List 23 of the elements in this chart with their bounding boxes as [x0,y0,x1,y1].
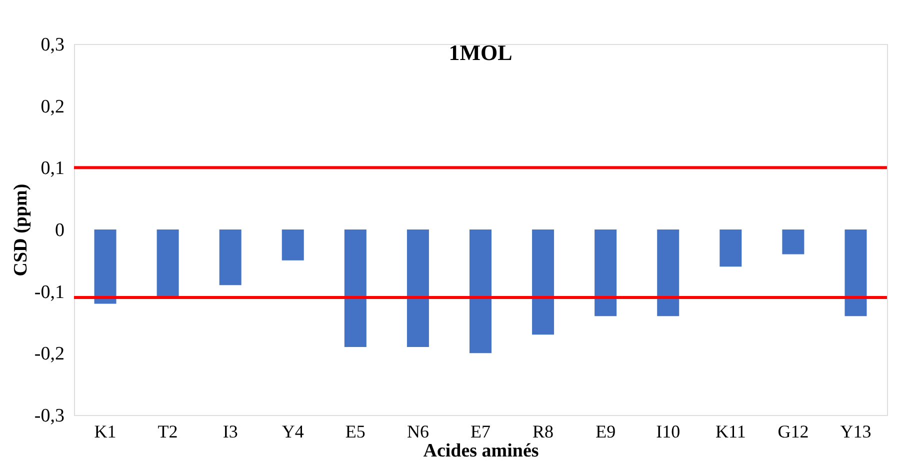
x-tick-label: K1 [94,422,116,442]
x-tick-label: I3 [222,422,238,442]
y-tick-label: 0,3 [40,34,64,56]
chart-title: 1MOL [448,40,512,65]
y-axis-title: CSD (ppm) [10,184,32,276]
y-tick-label: 0 [55,220,64,241]
x-axis-title: Acides aminés [423,440,539,462]
x-tick-label: Y13 [840,422,872,442]
y-tick-label: 0,1 [40,158,64,180]
x-tick-label: Y4 [282,422,304,442]
x-tick-label: E5 [345,422,366,442]
x-tick-label: N6 [406,422,429,442]
y-tick-label: -0,3 [34,406,64,426]
x-tick-label: K11 [715,422,746,442]
x-tick-label: T2 [158,422,178,442]
x-tick-label: E9 [596,422,616,442]
x-tick-label: E7 [470,422,490,442]
y-tick-label: 0,2 [40,96,64,118]
y-tick-label: -0,2 [34,344,64,365]
y-tick-label: -0,1 [34,282,64,303]
x-tick-label: R8 [532,422,554,442]
x-tick-label: G12 [778,422,809,442]
x-tick-label: I10 [656,422,680,442]
